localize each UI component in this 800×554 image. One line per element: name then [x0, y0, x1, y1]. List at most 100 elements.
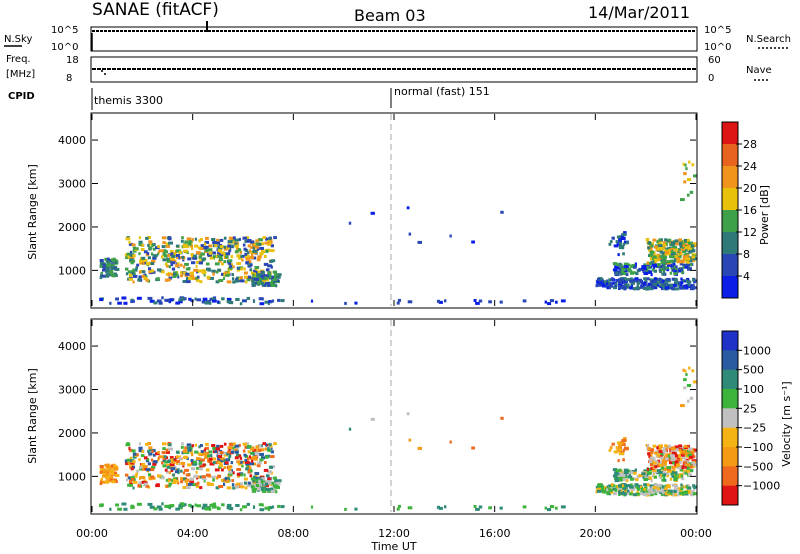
echo-cell [203, 452, 209, 456]
echo-cell [253, 269, 256, 273]
echo-cell [170, 263, 174, 267]
echo-cell [619, 265, 624, 269]
echo-cell [647, 241, 651, 245]
echo-cell [259, 508, 265, 512]
echo-cell [616, 235, 621, 239]
echo-cell [228, 472, 233, 476]
echo-cell [200, 238, 203, 241]
echo-cell [636, 487, 641, 491]
echo-cell [243, 473, 246, 477]
echo-cell [684, 471, 689, 475]
echo-cell [211, 297, 216, 301]
colorbar-swatch [722, 466, 738, 487]
echo-cell [643, 483, 647, 487]
echo-cell [623, 286, 628, 290]
echo-cell [157, 456, 160, 460]
echo-cell [630, 265, 634, 269]
echo-cell [615, 263, 620, 267]
velocity-colorbar-tick-label: 100 [743, 383, 764, 396]
nsearch-label: N.Search [746, 34, 791, 45]
echo-cell [690, 453, 695, 457]
echo-cell [682, 469, 687, 473]
echo-cell [249, 462, 254, 466]
echo-cell [645, 267, 649, 271]
echo-cell [143, 250, 148, 254]
echo-cell [632, 278, 637, 282]
echo-cell [264, 447, 267, 451]
echo-cell [198, 261, 203, 265]
echo-cell [261, 477, 265, 481]
echo-cell [691, 163, 695, 167]
echo-cell [436, 505, 440, 509]
echo-cell [680, 483, 683, 487]
echo-cell [232, 471, 235, 475]
echo-cell [104, 472, 107, 476]
echo-cell [682, 162, 685, 166]
echo-cell [181, 451, 184, 455]
echo-cell [250, 240, 255, 244]
echo-cell [221, 468, 224, 472]
echo-cell [674, 454, 679, 458]
echo-cell [226, 486, 232, 490]
echo-cell [245, 261, 250, 265]
echo-cell [130, 476, 135, 480]
echo-cell [135, 472, 138, 476]
echo-cell [667, 469, 672, 473]
echo-cell [238, 483, 241, 487]
echo-cell [226, 246, 230, 250]
echo-cell [205, 236, 209, 240]
echo-cell [681, 485, 685, 489]
echo-cell [129, 480, 133, 483]
echo-cell [659, 464, 664, 467]
echo-cell [685, 252, 690, 256]
echo-cell [152, 247, 156, 251]
echo-cell [671, 474, 675, 478]
echo-cell [186, 443, 192, 447]
echo-cell [636, 281, 641, 285]
echo-cell [201, 271, 207, 275]
echo-cell [675, 265, 678, 269]
echo-cell [669, 477, 673, 481]
echo-cell [234, 485, 240, 489]
echo-cell [661, 272, 665, 276]
echo-cell [181, 461, 185, 465]
echo-cell [679, 245, 684, 248]
echo-cell [689, 259, 693, 263]
echo-cell [209, 256, 215, 260]
echo-cell [214, 244, 218, 248]
echo-cell [641, 472, 646, 476]
echo-cell [102, 263, 108, 267]
echo-cell [653, 266, 656, 270]
echo-cell [235, 504, 240, 507]
echo-cell [690, 247, 695, 251]
echo-cell [127, 476, 132, 480]
echo-cell [212, 461, 218, 465]
echo-cell [254, 474, 258, 478]
echo-cell [238, 473, 244, 477]
echo-cell [615, 271, 619, 275]
echo-cell [194, 443, 197, 447]
echo-cell [236, 246, 239, 250]
echo-cell [236, 482, 241, 486]
echo-cell [223, 442, 227, 446]
echo-cell [663, 267, 667, 271]
echo-cell [185, 483, 189, 486]
echo-cell [270, 238, 273, 242]
echo-cell [640, 485, 643, 489]
echo-cell [656, 469, 661, 473]
echo-cell [176, 460, 180, 463]
echo-cell [125, 237, 131, 241]
echo-cell [136, 247, 139, 251]
echo-cell [680, 281, 684, 285]
echo-cell [271, 505, 275, 509]
echo-cell [128, 483, 133, 487]
nave-dot [104, 73, 106, 75]
echo-cell [178, 504, 183, 508]
echo-cell [310, 505, 314, 509]
echo-cell [218, 485, 224, 488]
echo-cell [276, 479, 282, 483]
echo-cell [246, 502, 250, 506]
echo-cell [102, 474, 106, 478]
echo-cell [478, 299, 483, 303]
echo-cell [679, 491, 684, 495]
